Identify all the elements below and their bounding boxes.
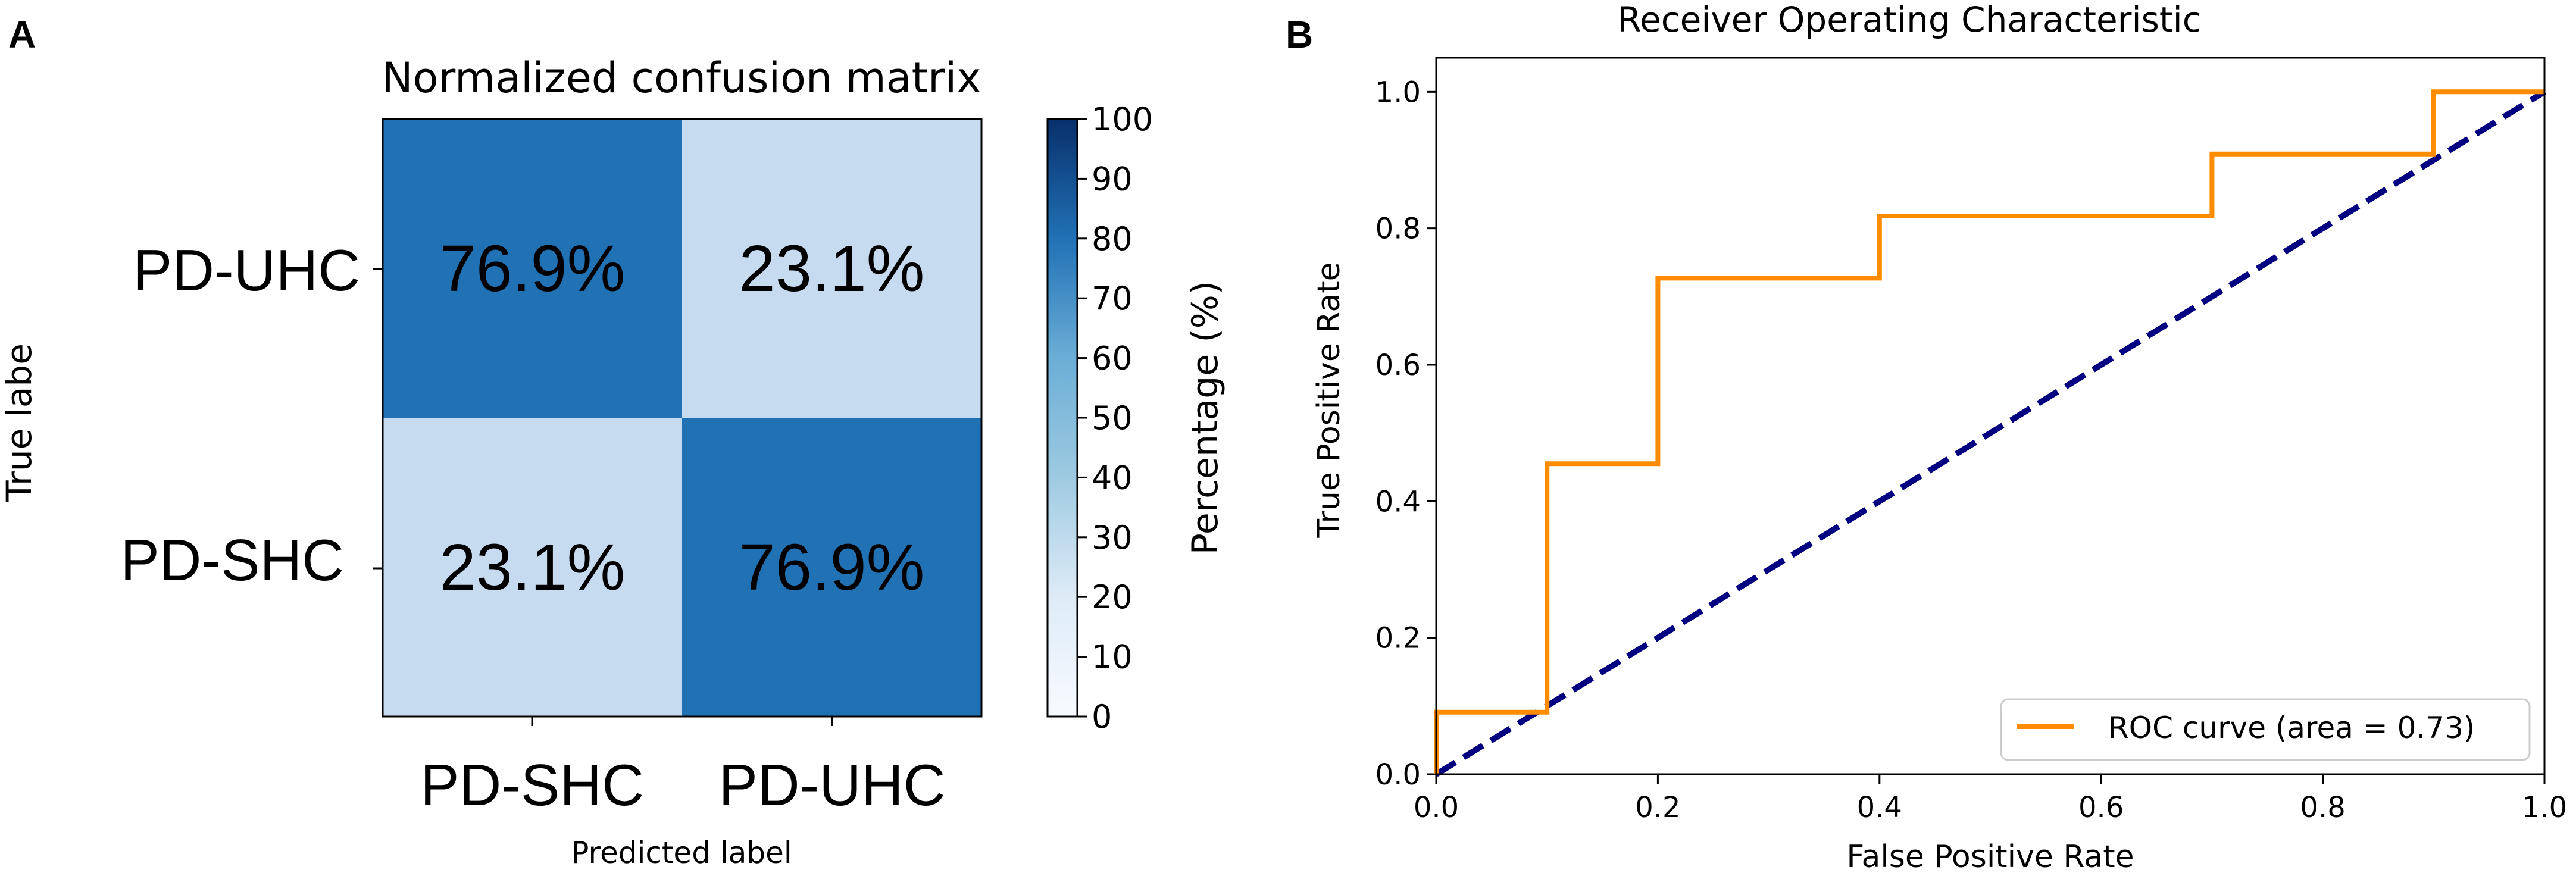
cm-value-true-shc-pred-shc: 23.1% xyxy=(440,531,626,604)
roc-xtick-label: 0.0 xyxy=(1414,791,1459,824)
panel-label-b: B xyxy=(1286,13,1313,56)
roc-chance-line xyxy=(1434,89,2546,777)
cm-ylabel: True labe xyxy=(0,343,39,502)
cm-xtick-label-shc: PD-SHC xyxy=(420,752,644,818)
cm-ytick-label-shc: PD-SHC xyxy=(120,527,344,593)
cm-cell-true-uhc-pred-uhc xyxy=(682,119,981,418)
roc-axis-ticks: 0.0 0.2 0.4 0.6 0.8 1.0 0.0 0.2 0.4 0.6 0.8 1.0 xyxy=(1375,76,2568,824)
colorbar-tick-label: 0 xyxy=(1092,698,1112,736)
cm-value-true-shc-pred-uhc: 76.9% xyxy=(739,531,925,604)
cm-xtick-label-uhc: PD-UHC xyxy=(718,752,945,818)
roc-legend xyxy=(2000,698,2531,761)
colorbar-tick-label: 50 xyxy=(1092,399,1133,437)
colorbar-label: Percentage (%) xyxy=(1184,281,1226,555)
roc-ytick-label: 0.2 xyxy=(1375,622,1421,655)
roc-ytick-label: 0.0 xyxy=(1375,758,1421,791)
colorbar-ticks: 0 10 20 30 40 50 60 70 80 90 100 xyxy=(1077,101,1153,736)
colorbar-tick-label: 20 xyxy=(1092,578,1133,616)
cm-value-true-uhc-pred-uhc: 23.1% xyxy=(739,232,925,305)
cm-cell-true-shc-pred-uhc xyxy=(682,418,981,717)
colorbar-tick-label: 10 xyxy=(1092,639,1133,676)
cm-frame xyxy=(382,118,983,718)
roc-xtick-label: 0.6 xyxy=(2078,791,2124,824)
cm-value-true-uhc-pred-shc: 76.9% xyxy=(440,232,626,305)
roc-xtick-label: 0.8 xyxy=(2300,791,2345,824)
roc-ytick-label: 0.8 xyxy=(1375,212,1421,246)
colorbar-tick-label: 100 xyxy=(1092,101,1153,138)
roc-title: Receiver Operating Characteristic xyxy=(1617,0,2201,40)
colorbar-tick-label: 70 xyxy=(1092,280,1133,317)
roc-ytick-label: 0.6 xyxy=(1375,349,1421,382)
roc-ytick-label: 1.0 xyxy=(1375,76,1421,109)
roc-panel: Receiver Operating Characteristic 0.0 0.2… xyxy=(1311,0,2567,875)
cm-cell-true-shc-pred-shc xyxy=(383,418,682,717)
cm-cell-true-uhc-pred-shc xyxy=(383,119,682,418)
cm-xlabel: Predicted label xyxy=(571,836,792,870)
colorbar-tick-label: 60 xyxy=(1092,340,1133,377)
colorbar-tick-label: 30 xyxy=(1092,519,1133,556)
roc-xlabel: False Positive Rate xyxy=(1846,839,2134,875)
confusion-matrix-panel: Normalized confusion matrix 76.9% 23.1% … xyxy=(0,54,1226,870)
roc-frame xyxy=(1435,57,2546,775)
roc-curve-line xyxy=(1434,89,2544,774)
panel-label-a: A xyxy=(8,13,36,56)
roc-xtick-label: 1.0 xyxy=(2522,791,2567,824)
roc-xtick-label: 0.2 xyxy=(1635,791,1680,824)
colorbar-tick-label: 80 xyxy=(1092,220,1133,258)
roc-ylabel: True Positive Rate xyxy=(1311,262,1347,538)
roc-xtick-label: 0.4 xyxy=(1857,791,1902,824)
roc-ytick-label: 0.4 xyxy=(1375,485,1421,518)
roc-legend-text: ROC curve (area = 0.73) xyxy=(2108,711,2475,745)
colorbar-tick-label: 40 xyxy=(1092,459,1133,496)
colorbar xyxy=(1046,118,1078,718)
cm-title: Normalized confusion matrix xyxy=(382,54,981,102)
cm-ytick-label-uhc: PD-UHC xyxy=(133,237,360,303)
colorbar-tick-label: 90 xyxy=(1092,160,1133,198)
